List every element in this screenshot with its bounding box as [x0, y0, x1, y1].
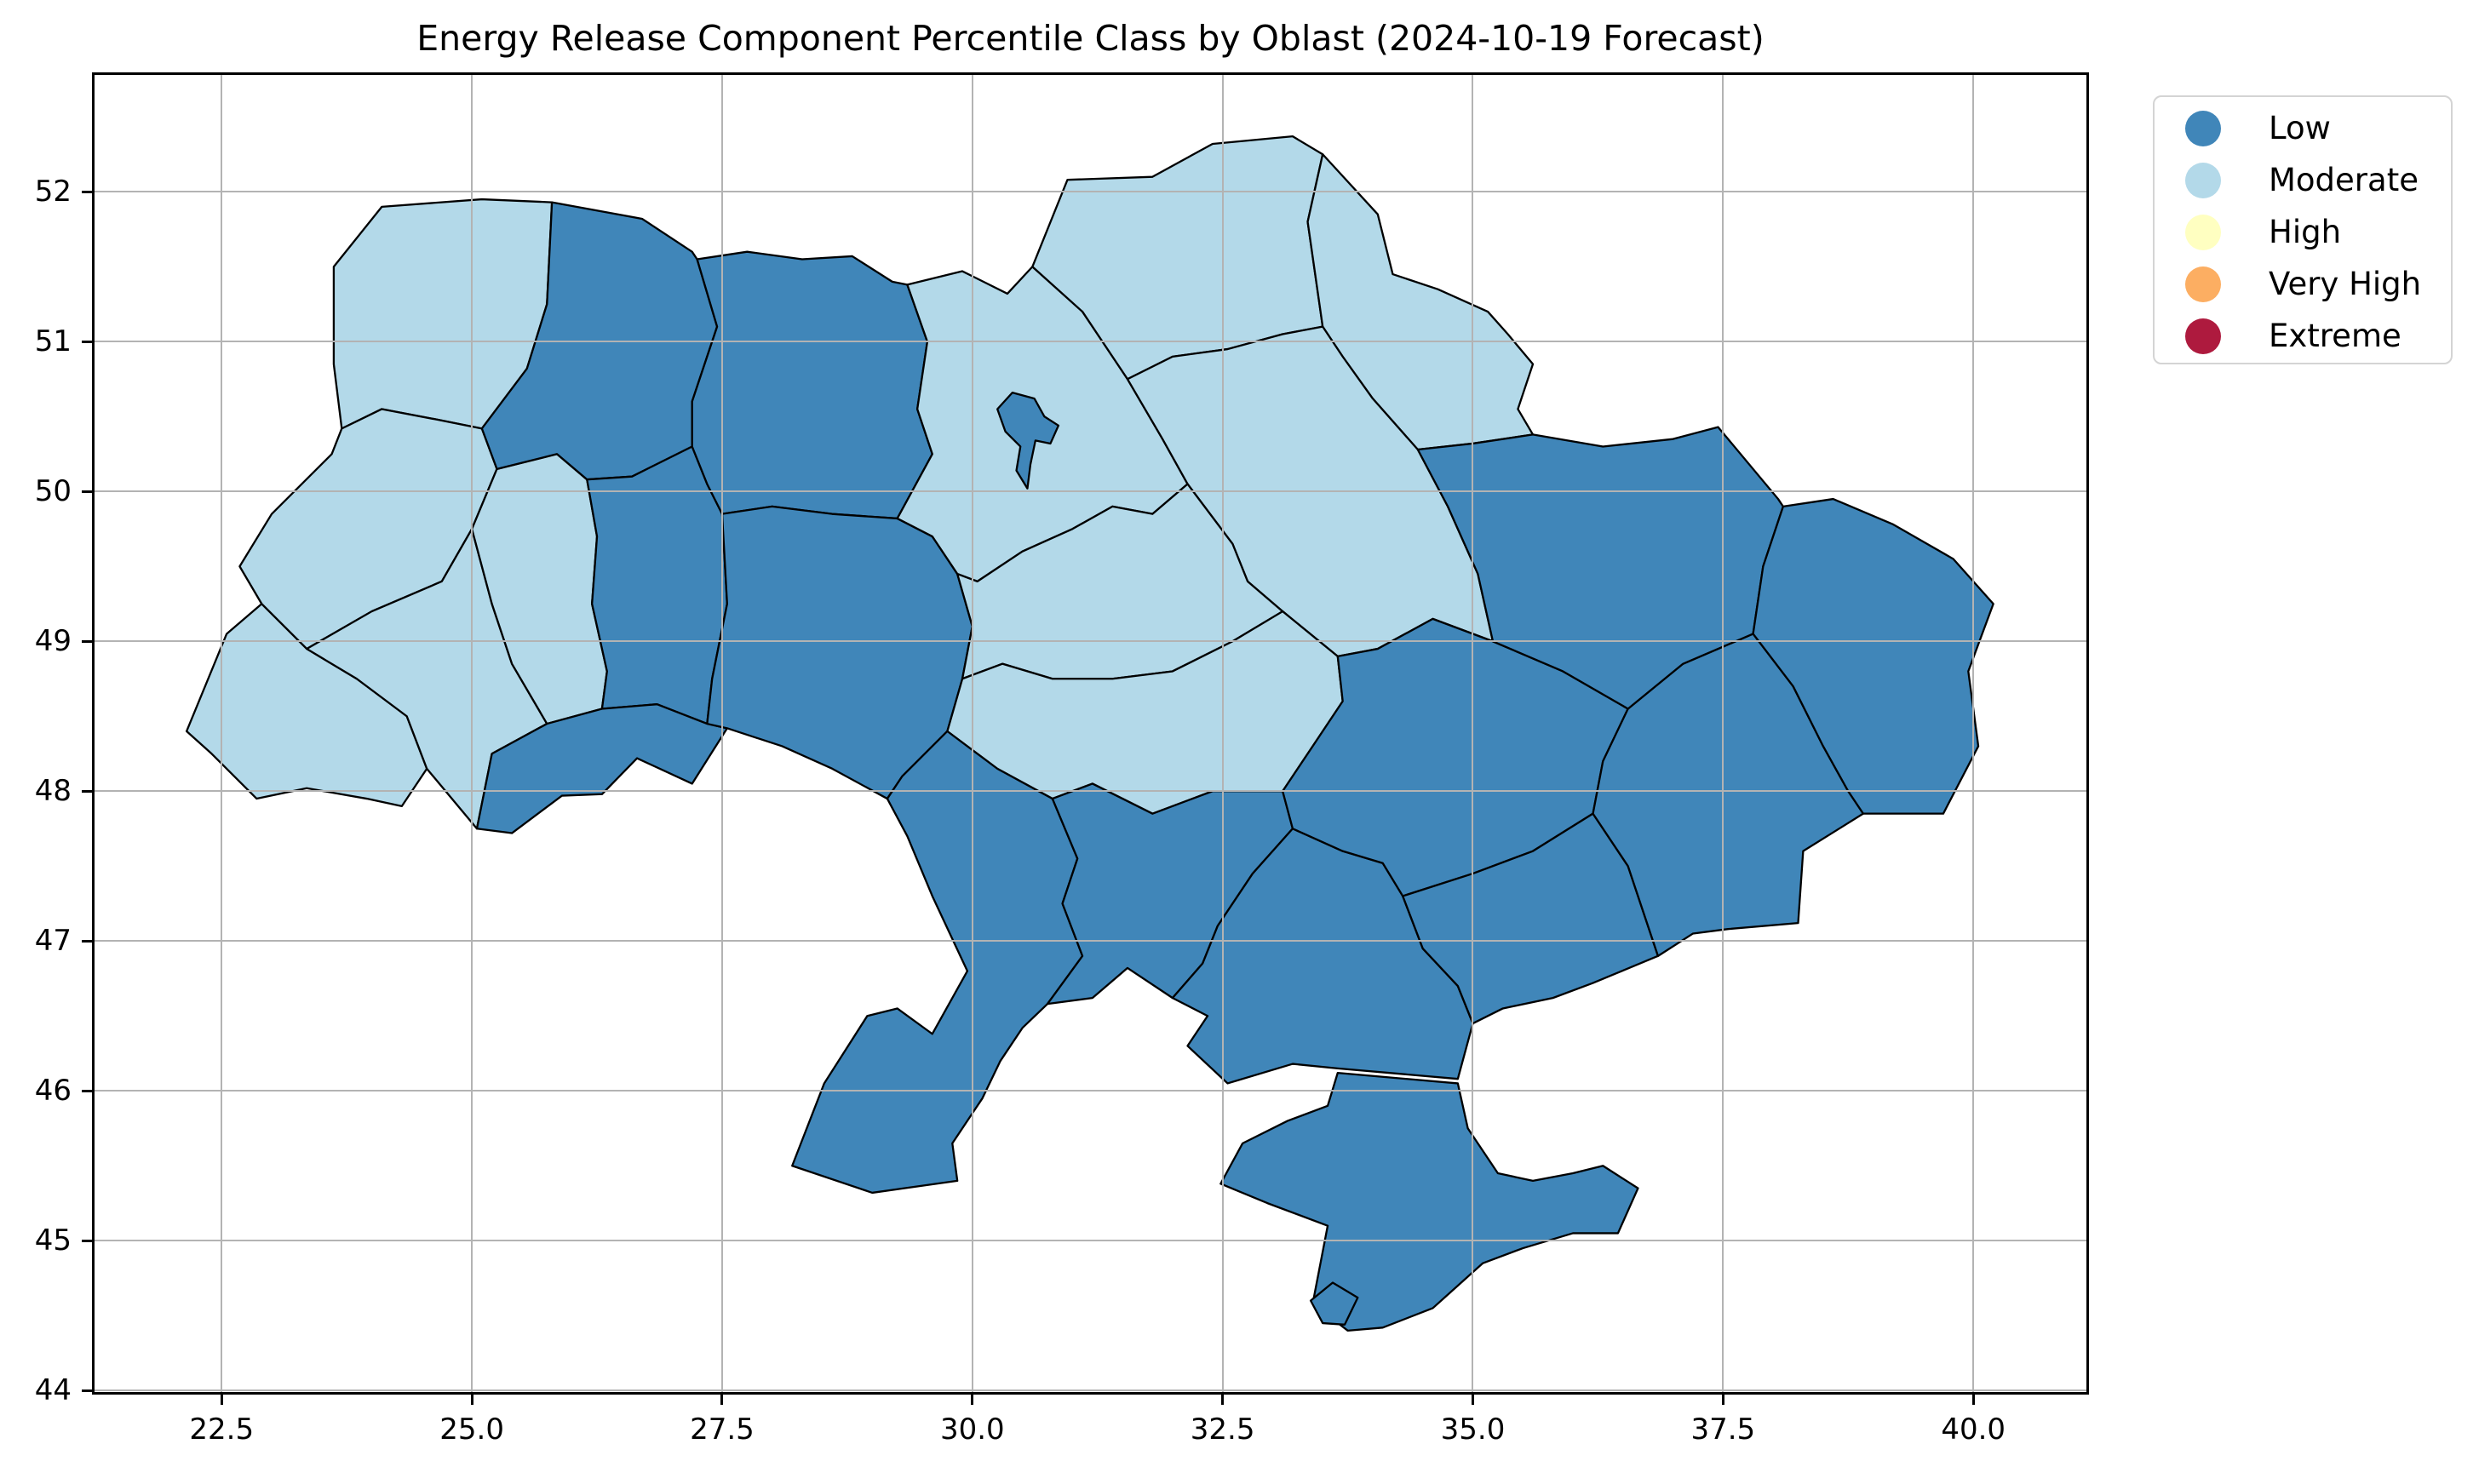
legend-label: Extreme	[2269, 318, 2402, 354]
x-tick-label: 30.0	[939, 1412, 1005, 1447]
x-tick-label: 27.5	[690, 1412, 755, 1447]
legend-item-low: Low	[2155, 102, 2451, 154]
y-tick-label: 47	[34, 924, 72, 959]
x-tick-mark	[1221, 1395, 1225, 1405]
y-tick-mark	[82, 490, 92, 493]
x-tick-label: 32.5	[1190, 1412, 1255, 1447]
region-crimea	[1220, 1073, 1638, 1331]
y-tick-mark	[82, 789, 92, 793]
legend-label: Moderate	[2269, 162, 2419, 198]
y-tick-mark	[82, 639, 92, 643]
ukraine-choropleth-map	[95, 75, 2086, 1392]
x-tick-mark	[1471, 1395, 1474, 1405]
y-tick-label: 45	[34, 1223, 72, 1258]
x-tick-label: 22.5	[189, 1412, 255, 1447]
region-sevastopol	[1311, 1283, 1357, 1325]
legend-swatch-icon	[2185, 214, 2221, 250]
region-kyiv-city	[997, 392, 1059, 489]
region-zaporizhzhia	[1403, 814, 1658, 1023]
x-tick-mark	[720, 1395, 724, 1405]
y-tick-mark	[82, 190, 92, 193]
y-tick-label: 48	[34, 774, 72, 809]
y-tick-label: 49	[34, 624, 72, 659]
region-khmelnytskyi	[587, 446, 727, 724]
legend-item-moderate: Moderate	[2155, 154, 2451, 206]
y-tick-mark	[82, 1239, 92, 1242]
region-luhansk	[1753, 499, 1994, 814]
legend-swatch-icon	[2185, 162, 2221, 198]
y-tick-label: 51	[34, 324, 72, 359]
region-odesa	[792, 731, 1082, 1193]
chart-title: Energy Release Component Percentile Clas…	[416, 18, 1765, 59]
x-tick-label: 40.0	[1941, 1412, 2006, 1447]
legend-item-very-high: Very High	[2155, 258, 2451, 310]
x-tick-mark	[220, 1395, 223, 1405]
y-tick-mark	[82, 1089, 92, 1092]
legend-item-extreme: Extreme	[2155, 310, 2451, 362]
legend-swatch-icon	[2185, 266, 2221, 302]
legend-label: High	[2269, 214, 2342, 250]
y-tick-label: 44	[34, 1373, 72, 1408]
legend-label: Low	[2269, 110, 2331, 146]
y-tick-label: 52	[34, 175, 72, 209]
legend-swatch-icon	[2185, 110, 2221, 146]
region-zhytomyr	[692, 252, 932, 519]
y-tick-mark	[82, 939, 92, 943]
x-tick-mark	[1971, 1395, 1975, 1405]
x-tick-label: 37.5	[1690, 1412, 1756, 1447]
legend: Low Moderate High Very High Extreme	[2153, 95, 2453, 364]
y-tick-label: 50	[34, 474, 72, 509]
x-tick-mark	[1721, 1395, 1724, 1405]
x-tick-label: 35.0	[1440, 1412, 1506, 1447]
x-tick-mark	[971, 1395, 974, 1405]
y-tick-mark	[82, 340, 92, 343]
y-tick-mark	[82, 1389, 92, 1392]
legend-swatch-icon	[2185, 318, 2221, 354]
x-tick-mark	[470, 1395, 473, 1405]
region-chernivtsi	[477, 704, 727, 833]
legend-item-high: High	[2155, 206, 2451, 258]
plot-area: Energy Release Component Percentile Clas…	[35, 18, 2089, 1447]
legend-label: Very High	[2269, 266, 2422, 302]
y-tick-label: 46	[34, 1074, 72, 1109]
x-tick-label: 25.0	[439, 1412, 504, 1447]
